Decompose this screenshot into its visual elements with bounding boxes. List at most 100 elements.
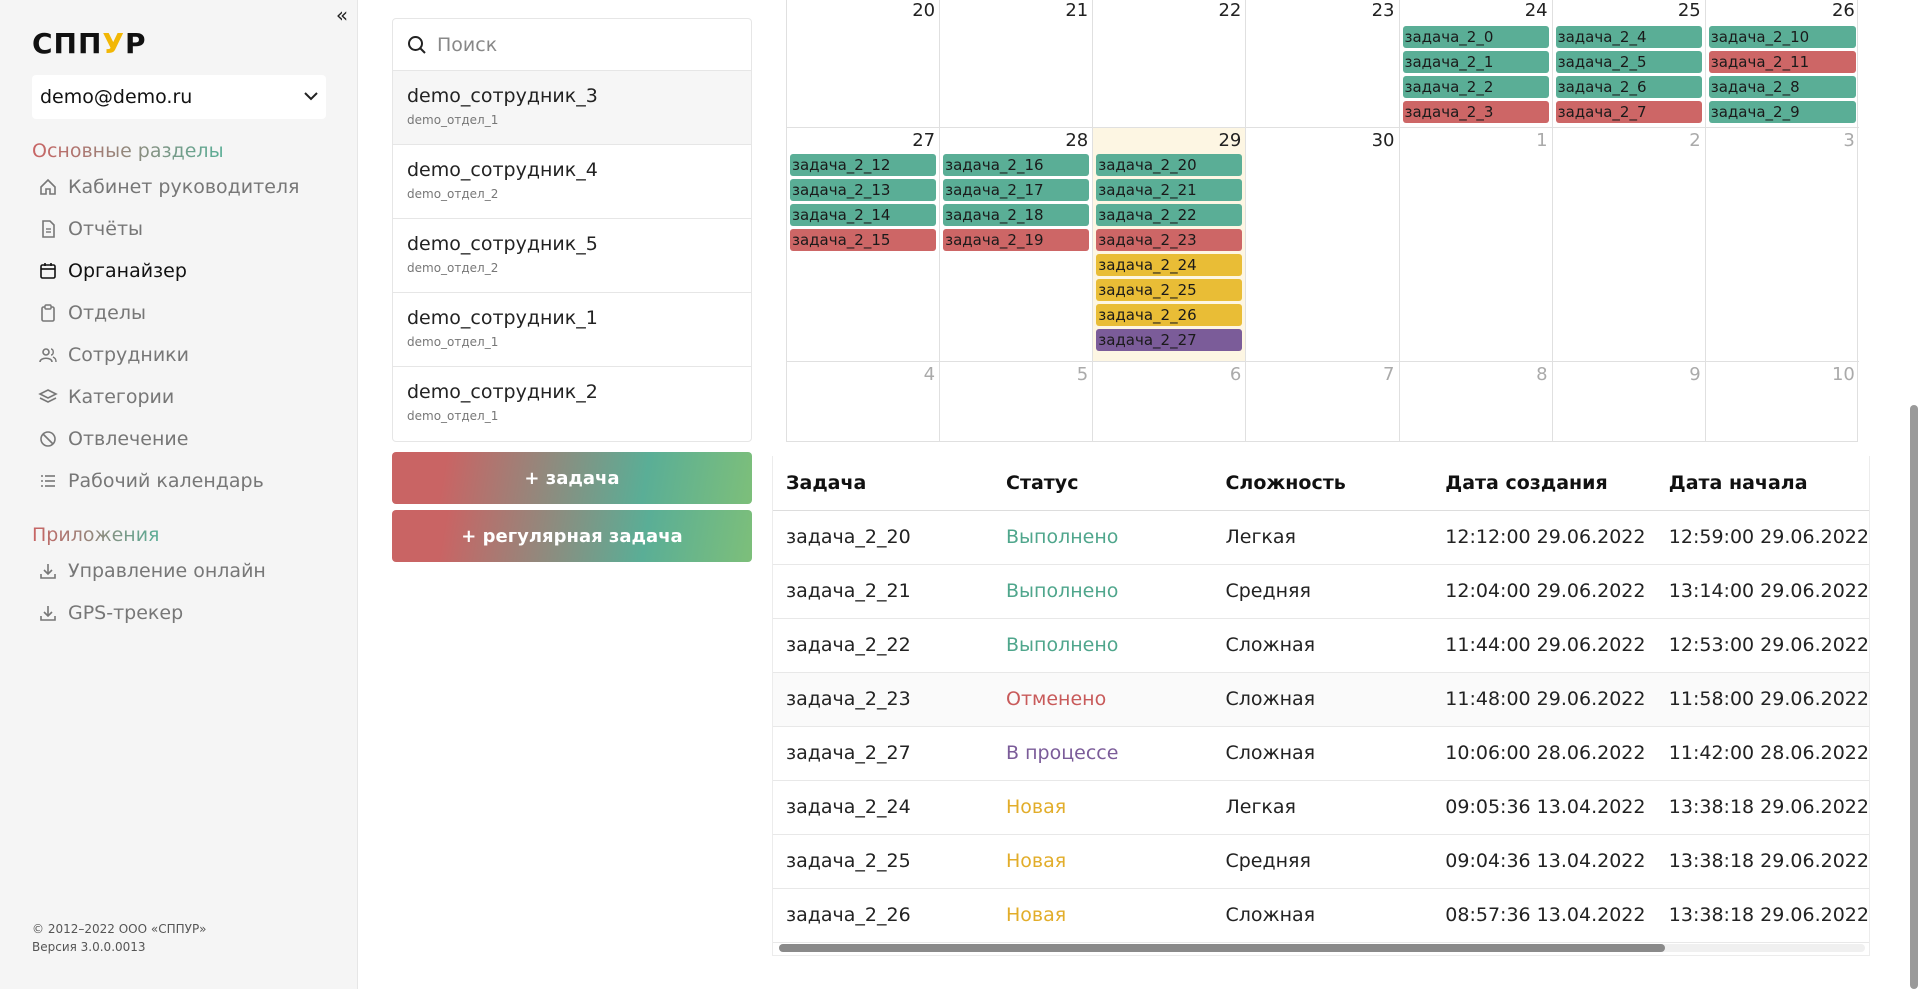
horizontal-scrollbar-thumb[interactable] xyxy=(779,944,1665,952)
sidebar-item-ban[interactable]: Отвлечение xyxy=(38,418,338,460)
calendar-day[interactable]: 29 задача_2_20 задача_2_21 задача_2_22 задач… xyxy=(1093,128,1247,361)
calendar-day[interactable]: 20 xyxy=(787,0,941,127)
employee-name: demo_сотрудник_5 xyxy=(407,233,598,255)
difficulty-cell: Сложная xyxy=(1212,888,1433,943)
calendar-event[interactable]: задача_2_20 xyxy=(1096,154,1243,176)
calendar-event[interactable]: задача_2_6 xyxy=(1555,76,1702,98)
task-name-cell: задача_2_25 xyxy=(773,834,994,889)
task-name-cell: задача_2_23 xyxy=(773,672,994,727)
calendar-event[interactable]: задача_2_10 xyxy=(1708,26,1856,48)
calendar-event[interactable]: задача_2_16 xyxy=(943,154,1090,176)
sidebar-item-calendar[interactable]: Органайзер xyxy=(38,250,338,292)
calendar-day[interactable]: 21 xyxy=(940,0,1094,127)
calendar-event[interactable]: задача_2_5 xyxy=(1555,51,1702,73)
search-input[interactable] xyxy=(437,33,737,56)
calendar-event[interactable]: задача_2_14 xyxy=(790,204,937,226)
calendar-event[interactable]: задача_2_8 xyxy=(1708,76,1856,98)
calendar-day[interactable]: 26 задача_2_10 задача_2_11 задача_2_8 задача… xyxy=(1706,0,1859,127)
calendar-day[interactable]: 25 задача_2_4 задача_2_5 задача_2_6 задача_2… xyxy=(1553,0,1706,127)
calendar-event[interactable]: задача_2_24 xyxy=(1096,254,1243,276)
calendar-event[interactable]: задача_2_21 xyxy=(1096,179,1243,201)
calendar-event[interactable]: задача_2_2 xyxy=(1402,76,1549,98)
calendar-event[interactable]: задача_2_27 xyxy=(1096,329,1243,351)
calendar-event[interactable]: задача_2_4 xyxy=(1555,26,1702,48)
employee-item[interactable]: demo_сотрудник_1 demo_отдел_1 xyxy=(393,293,751,367)
column-header[interactable]: Статус xyxy=(993,456,1213,511)
calendar-day[interactable]: 23 xyxy=(1246,0,1400,127)
account-dropdown[interactable]: demo@demo.ru xyxy=(32,75,326,119)
calendar-day[interactable]: 24 задача_2_0 задача_2_1 задача_2_2 задача_2… xyxy=(1400,0,1553,127)
table-row[interactable]: задача_2_22 Выполнено Сложная 11:44:00 29.0… xyxy=(773,618,1869,673)
calendar-day[interactable]: 30 xyxy=(1246,128,1400,361)
start-date-cell: 13:38:18 29.06.2022 xyxy=(1655,780,1869,835)
calendar-day[interactable]: 9 xyxy=(1553,362,1706,441)
calendar-event[interactable]: задача_2_0 xyxy=(1402,26,1549,48)
add-regular-task-button[interactable]: + регулярная задача xyxy=(392,510,752,562)
table-row[interactable]: задача_2_23 Отменено Сложная 11:48:00 29.06… xyxy=(773,672,1869,727)
sidebar-item-list[interactable]: Рабочий календарь xyxy=(38,460,338,502)
collapse-sidebar-icon[interactable]: « xyxy=(335,3,349,27)
calendar-event[interactable]: задача_2_25 xyxy=(1096,279,1243,301)
calendar-day[interactable]: 1 xyxy=(1400,128,1553,361)
calendar-event[interactable]: задача_2_12 xyxy=(790,154,937,176)
sidebar-item-clipboard[interactable]: Отделы xyxy=(38,292,338,334)
app-item-download[interactable]: Управление онлайн xyxy=(38,550,338,592)
employee-dept: demo_отдел_2 xyxy=(407,261,499,275)
list-icon xyxy=(41,475,55,487)
employee-item[interactable]: demo_сотрудник_2 demo_отдел_1 xyxy=(393,367,751,441)
calendar-day[interactable]: 22 xyxy=(1093,0,1247,127)
table-row[interactable]: задача_2_24 Новая Легкая 09:05:36 13.04.202… xyxy=(773,780,1869,835)
calendar-event[interactable]: задача_2_26 xyxy=(1096,304,1243,326)
day-number: 22 xyxy=(1218,0,1242,21)
calendar-day[interactable]: 27 задача_2_12 задача_2_13 задача_2_14 задач… xyxy=(787,128,941,361)
table-row[interactable]: задача_2_27 В процессе Сложная 10:06:00 28.… xyxy=(773,726,1869,781)
sidebar-item-users[interactable]: Сотрудники xyxy=(38,334,338,376)
table-row[interactable]: задача_2_26 Новая Сложная 08:57:36 13.04.20… xyxy=(773,888,1869,943)
sidebar-item-home[interactable]: Кабинет руководителя xyxy=(38,166,338,208)
employee-name: demo_сотрудник_1 xyxy=(407,307,598,329)
calendar-day[interactable]: 4 xyxy=(787,362,941,441)
calendar-event[interactable]: задача_2_19 xyxy=(943,229,1090,251)
calendar-day[interactable]: 8 xyxy=(1400,362,1553,441)
calendar-event[interactable]: задача_2_22 xyxy=(1096,204,1243,226)
app-item-download[interactable]: GPS-трекер xyxy=(38,592,338,634)
employee-item[interactable]: demo_сотрудник_3 demo_отдел_1 xyxy=(393,71,751,145)
employee-name: demo_сотрудник_4 xyxy=(407,159,598,181)
calendar-day[interactable]: 6 xyxy=(1093,362,1247,441)
calendar-day[interactable]: 2 xyxy=(1553,128,1706,361)
calendar-event[interactable]: задача_2_15 xyxy=(790,229,937,251)
column-header[interactable]: Дата начала xyxy=(1655,456,1869,511)
employee-item[interactable]: demo_сотрудник_5 demo_отдел_2 xyxy=(393,219,751,293)
status-cell: Отменено xyxy=(993,672,1213,727)
calendar-day[interactable]: 10 xyxy=(1706,362,1859,441)
sidebar-item-document[interactable]: Отчёты xyxy=(38,208,338,250)
calendar-event[interactable]: задача_2_7 xyxy=(1555,101,1702,123)
table-row[interactable]: задача_2_21 Выполнено Средняя 12:04:00 29.0… xyxy=(773,564,1869,619)
table-row[interactable]: задача_2_25 Новая Средняя 09:04:36 13.04.20… xyxy=(773,834,1869,889)
calendar-event[interactable]: задача_2_9 xyxy=(1708,101,1856,123)
employee-name: demo_сотрудник_2 xyxy=(407,381,598,403)
calendar-day[interactable]: 3 xyxy=(1706,128,1859,361)
created-date-cell: 12:12:00 29.06.2022 xyxy=(1432,510,1656,565)
day-number: 30 xyxy=(1371,130,1395,151)
calendar-event[interactable]: задача_2_3 xyxy=(1402,101,1549,123)
calendar-event[interactable]: задача_2_23 xyxy=(1096,229,1243,251)
calendar-day[interactable]: 7 xyxy=(1246,362,1400,441)
calendar-event[interactable]: задача_2_13 xyxy=(790,179,937,201)
column-header[interactable]: Задача xyxy=(773,456,994,511)
table-row[interactable]: задача_2_20 Выполнено Легкая 12:12:00 29.06… xyxy=(773,510,1869,565)
column-header[interactable]: Сложность xyxy=(1212,456,1433,511)
calendar-event[interactable]: задача_2_17 xyxy=(943,179,1090,201)
vertical-scrollbar[interactable] xyxy=(1910,405,1918,989)
sidebar-item-layers[interactable]: Категории xyxy=(38,376,338,418)
calendar-day[interactable]: 5 xyxy=(940,362,1094,441)
calendar-event[interactable]: задача_2_11 xyxy=(1708,51,1856,73)
calendar-event[interactable]: задача_2_18 xyxy=(943,204,1090,226)
calendar-day[interactable]: 28 задача_2_16 задача_2_17 задача_2_18 задач… xyxy=(940,128,1094,361)
status-cell: Выполнено xyxy=(993,564,1213,619)
column-header[interactable]: Дата создания xyxy=(1432,456,1656,511)
add-task-button[interactable]: + задача xyxy=(392,452,752,504)
calendar-event[interactable]: задача_2_1 xyxy=(1402,51,1549,73)
employee-item[interactable]: demo_сотрудник_4 demo_отдел_2 xyxy=(393,145,751,219)
nav-item-label: Отвлечение xyxy=(68,428,189,450)
